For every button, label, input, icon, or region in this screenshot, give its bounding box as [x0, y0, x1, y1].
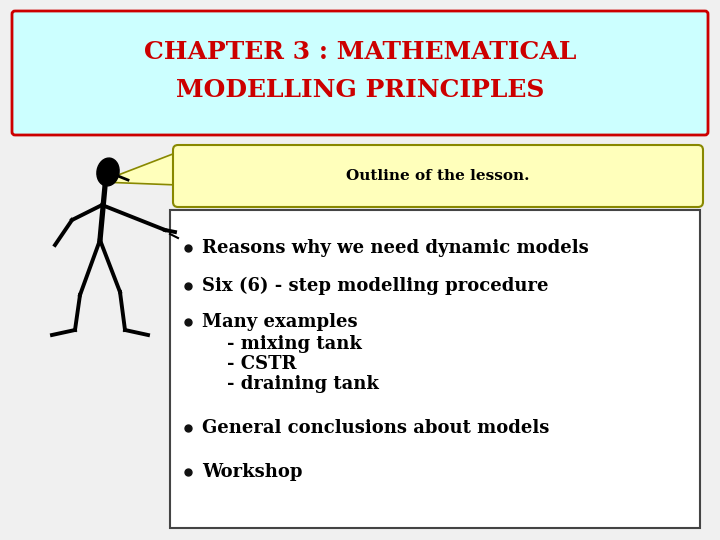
Text: - CSTR: - CSTR — [202, 355, 297, 373]
Text: Six (6) - step modelling procedure: Six (6) - step modelling procedure — [202, 277, 549, 295]
Polygon shape — [100, 152, 178, 185]
Text: Many examples: Many examples — [202, 313, 358, 331]
Text: Outline of the lesson.: Outline of the lesson. — [346, 169, 530, 183]
Text: Reasons why we need dynamic models: Reasons why we need dynamic models — [202, 239, 589, 257]
Text: MODELLING PRINCIPLES: MODELLING PRINCIPLES — [176, 78, 544, 102]
FancyBboxPatch shape — [173, 145, 703, 207]
Text: - draining tank: - draining tank — [202, 375, 379, 393]
FancyBboxPatch shape — [170, 210, 700, 528]
Text: General conclusions about models: General conclusions about models — [202, 419, 549, 437]
Ellipse shape — [97, 158, 119, 186]
FancyBboxPatch shape — [12, 11, 708, 135]
Text: CHAPTER 3 : MATHEMATICAL: CHAPTER 3 : MATHEMATICAL — [144, 40, 576, 64]
Text: Workshop: Workshop — [202, 463, 302, 481]
Text: - mixing tank: - mixing tank — [202, 335, 362, 353]
